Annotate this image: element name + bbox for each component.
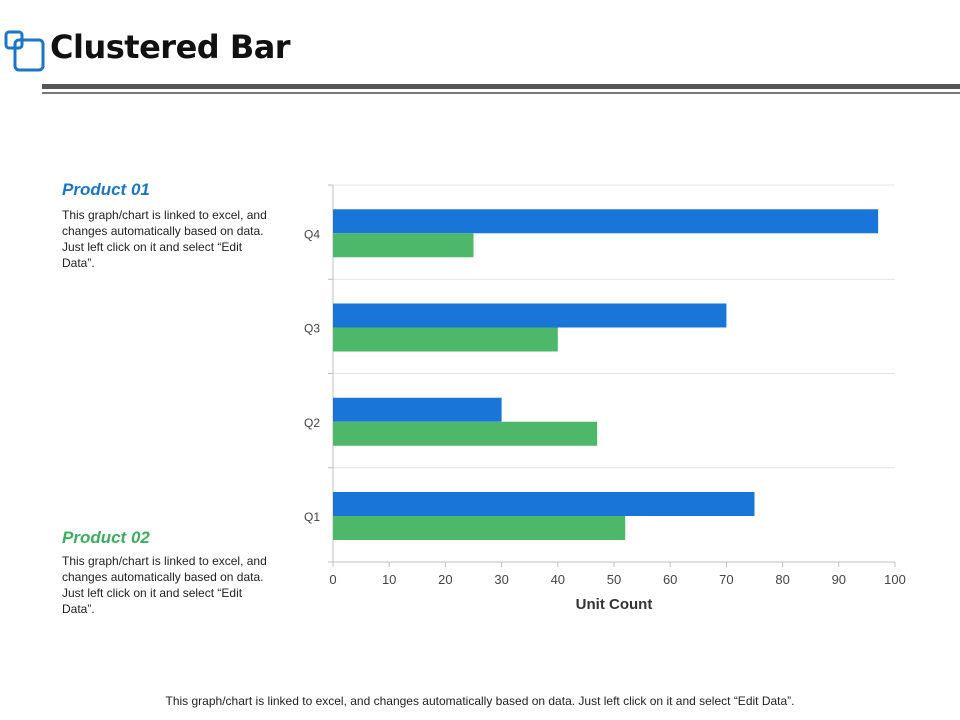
y-tick-label: Q4 bbox=[304, 227, 320, 241]
logo-icon bbox=[4, 30, 45, 72]
footer-note: This graph/chart is linked to excel, and… bbox=[165, 694, 795, 708]
product-02-title: Product 02 bbox=[62, 528, 150, 547]
x-axis-title: Unit Count bbox=[576, 596, 653, 613]
x-tick-label: 100 bbox=[884, 572, 906, 587]
header-rule-thick bbox=[42, 84, 960, 89]
x-tick-label: 50 bbox=[607, 572, 621, 587]
x-tick-label: 60 bbox=[663, 572, 677, 587]
product-01-title: Product 01 bbox=[62, 180, 150, 199]
y-tick-label: Q2 bbox=[304, 416, 320, 430]
x-tick-label: 90 bbox=[832, 572, 846, 587]
x-tick-label: 0 bbox=[329, 572, 336, 587]
bar-product-01-q2 bbox=[333, 397, 502, 422]
y-tick-label: Q1 bbox=[304, 510, 320, 524]
bar-product-01-q3 bbox=[333, 303, 727, 328]
x-tick-label: 20 bbox=[438, 572, 452, 587]
y-tick-label: Q3 bbox=[304, 322, 320, 336]
product-02-description: This graph/chart is linked to excel, and… bbox=[62, 554, 267, 616]
bar-product-02-q2 bbox=[333, 421, 598, 446]
x-tick-label: 40 bbox=[551, 572, 565, 587]
bar-product-02-q3 bbox=[333, 327, 558, 352]
x-tick-label: 10 bbox=[382, 572, 396, 587]
page-title: Clustered Bar bbox=[50, 28, 291, 66]
bar-product-02-q4 bbox=[333, 233, 474, 258]
x-tick-label: 70 bbox=[719, 572, 733, 587]
x-tick-label: 80 bbox=[775, 572, 789, 587]
bar-product-02-q1 bbox=[333, 516, 626, 540]
bar-product-01-q4 bbox=[333, 209, 879, 234]
product-01-description: This graph/chart is linked to excel, and… bbox=[62, 208, 267, 270]
header-rule-thin bbox=[42, 92, 960, 94]
x-tick-label: 30 bbox=[494, 572, 508, 587]
bar-product-01-q1 bbox=[333, 492, 755, 516]
